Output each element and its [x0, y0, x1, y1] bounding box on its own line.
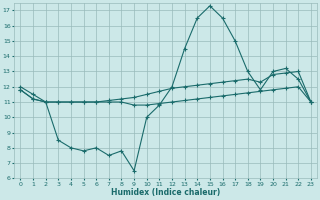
X-axis label: Humidex (Indice chaleur): Humidex (Indice chaleur): [111, 188, 220, 197]
